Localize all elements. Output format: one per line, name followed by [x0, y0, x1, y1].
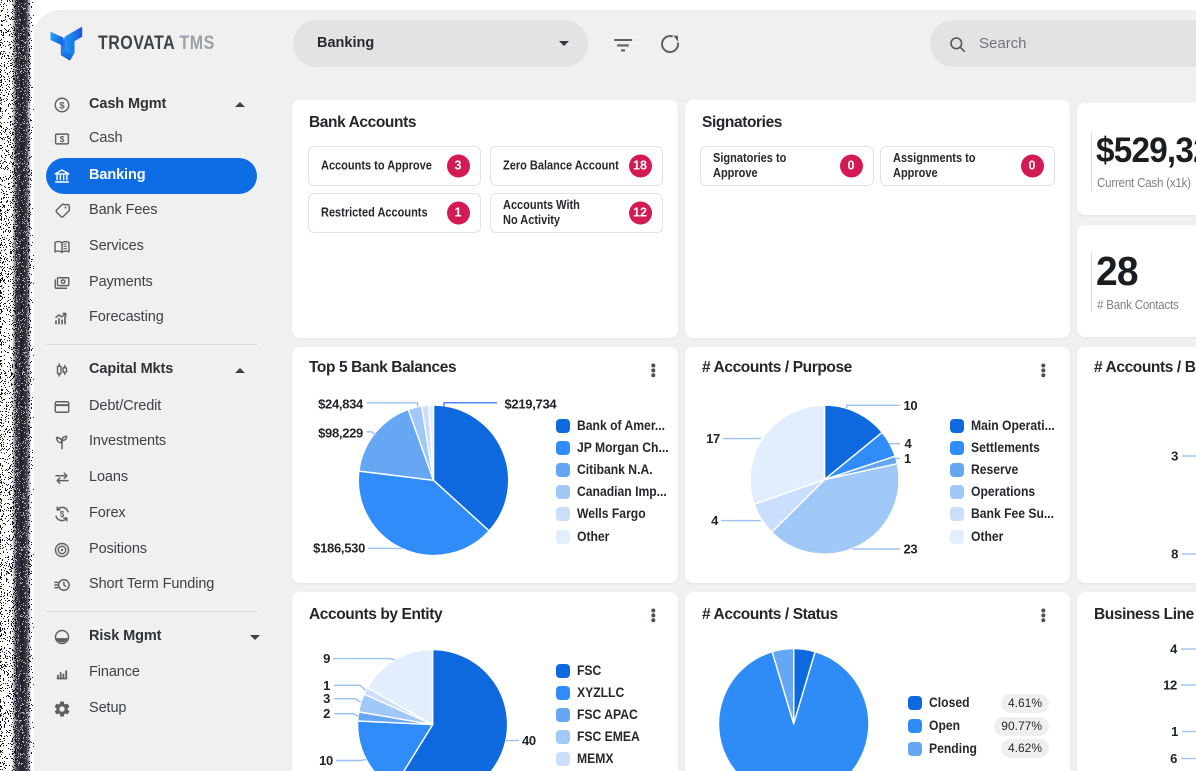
svg-text:9: 9	[323, 651, 330, 666]
svg-text:4: 4	[711, 513, 719, 528]
svg-text:3: 3	[323, 691, 330, 706]
svg-text:$219,734: $219,734	[505, 396, 558, 411]
svg-text:17: 17	[706, 431, 720, 446]
svg-text:$98,229: $98,229	[318, 426, 363, 441]
svg-text:12: 12	[1163, 678, 1177, 693]
svg-text:1: 1	[904, 451, 911, 466]
svg-text:3: 3	[1171, 449, 1178, 464]
svg-text:$: $	[60, 510, 65, 519]
svg-text:23: 23	[904, 542, 918, 557]
svg-text:1: 1	[323, 678, 330, 693]
svg-text:$186,530: $186,530	[313, 541, 365, 556]
svg-text:4: 4	[1170, 642, 1178, 657]
svg-text:8: 8	[1171, 547, 1178, 562]
svg-text:1: 1	[1171, 724, 1178, 739]
svg-text:10: 10	[319, 753, 333, 768]
svg-text:2: 2	[323, 706, 330, 721]
svg-text:10: 10	[904, 398, 918, 413]
svg-text:$24,834: $24,834	[318, 396, 364, 411]
svg-text:40: 40	[522, 733, 536, 748]
svg-text:4: 4	[905, 436, 913, 451]
svg-text:$: $	[60, 135, 65, 144]
svg-text:$: $	[59, 100, 65, 110]
svg-text:6: 6	[1170, 751, 1177, 766]
